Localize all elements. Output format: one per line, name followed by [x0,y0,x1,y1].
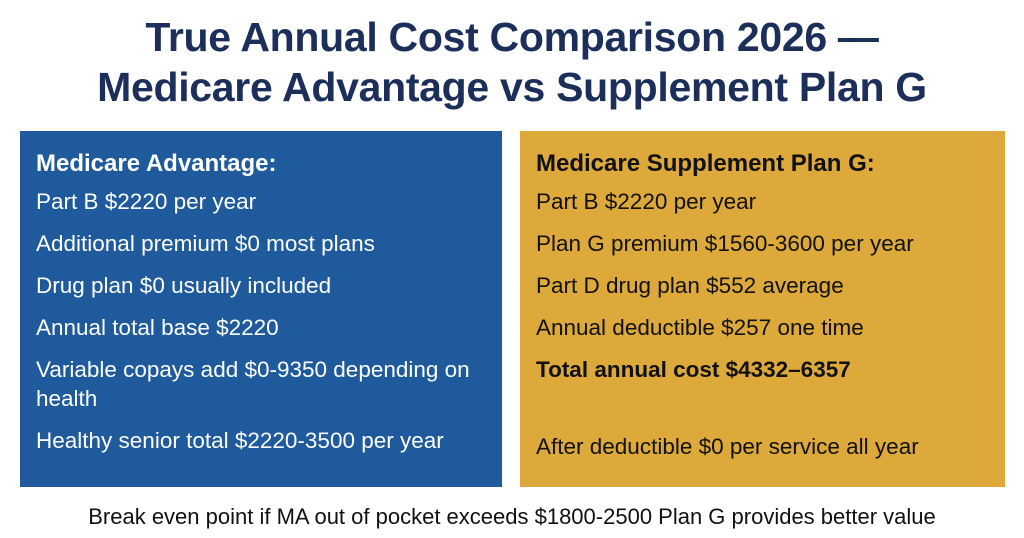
ma-item-variable-copays: Variable copays add $0-9350 depending on… [36,357,470,411]
supplement-plan-g-heading: Medicare Supplement Plan G: [536,150,875,177]
ma-item-additional-premium: Additional premium $0 most plans [36,231,375,256]
plan-g-item-part-b: Part B $2220 per year [536,189,757,214]
plan-g-item-premium: Plan G premium $1560-3600 per year [536,231,914,256]
ma-item-part-b: Part B $2220 per year [36,189,257,214]
ma-item-annual-total-base: Annual total base $2220 [36,315,279,340]
ma-item-healthy-senior-total: Healthy senior total $2220-3500 per year [36,428,444,453]
supplement-plan-g-panel: Medicare Supplement Plan G: Part B $2220… [520,131,1005,487]
plan-g-item-after-deductible: After deductible $0 per service all year [536,434,919,459]
plan-g-item-part-d: Part D drug plan $552 average [536,273,844,298]
break-even-footer: Break even point if MA out of pocket exc… [88,504,936,529]
page-title: True Annual Cost Comparison 2026 — Medic… [0,12,1024,112]
plan-g-item-total-annual-cost: Total annual cost $4332–6357 [536,357,851,382]
plan-g-item-deductible: Annual deductible $257 one time [536,315,864,340]
title-line-1: True Annual Cost Comparison 2026 — [145,14,879,60]
title-line-2: Medicare Advantage vs Supplement Plan G [97,64,927,110]
medicare-advantage-panel: Medicare Advantage: Part B $2220 per yea… [20,131,502,487]
ma-item-drug-plan: Drug plan $0 usually included [36,273,332,298]
medicare-advantage-heading: Medicare Advantage: [36,150,277,177]
